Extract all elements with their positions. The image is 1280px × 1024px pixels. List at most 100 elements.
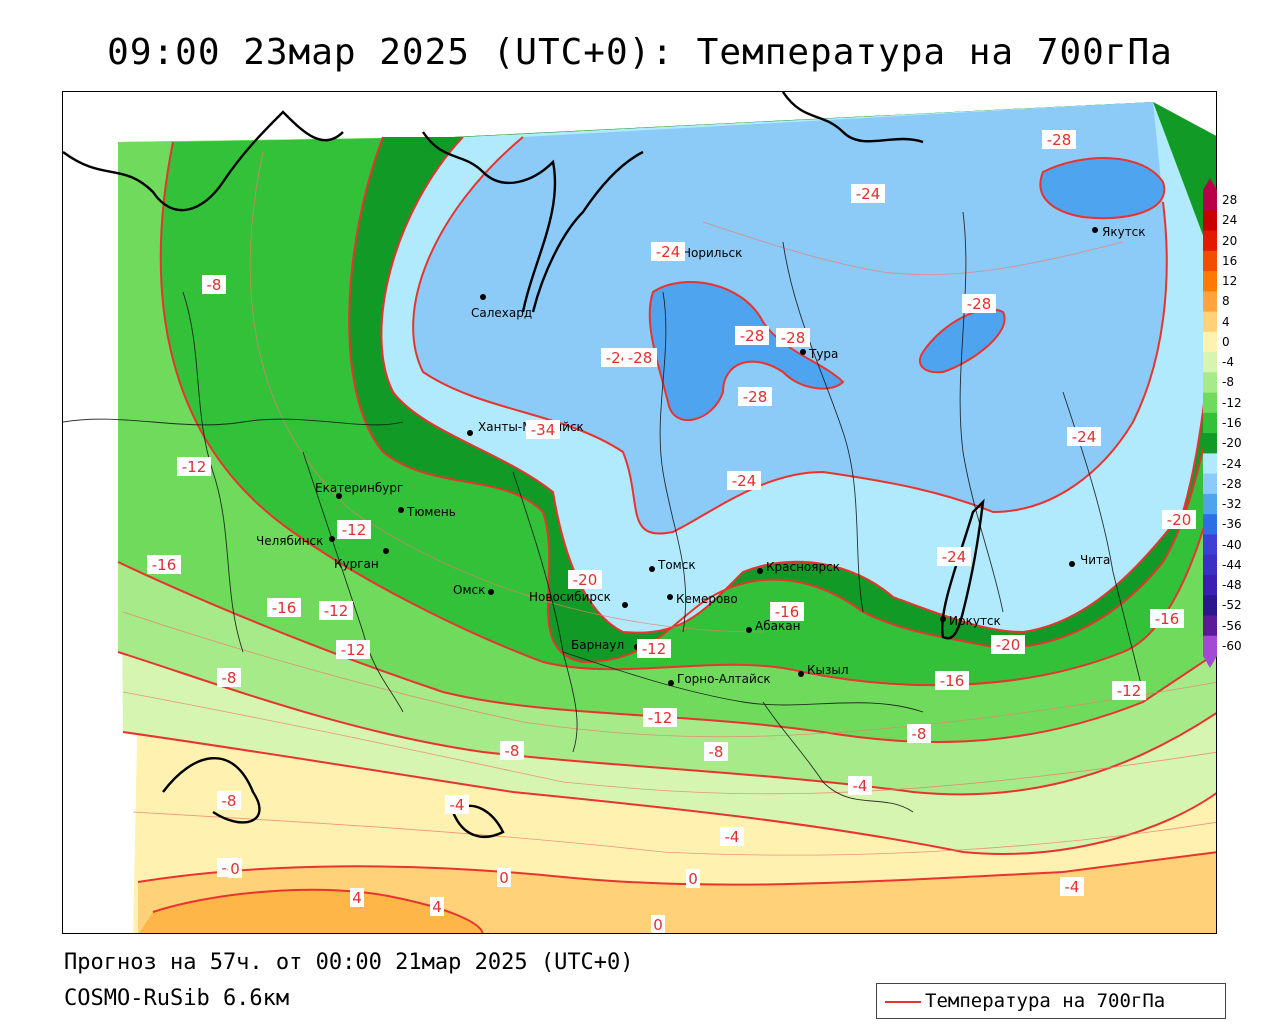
- city-label: Тюмень: [406, 505, 456, 519]
- isotherm-label-bg: [727, 471, 761, 490]
- city-label: Барнаул: [571, 638, 624, 652]
- isotherm-label: -28: [743, 388, 768, 406]
- city-marker: [800, 349, 806, 355]
- colorbar-tick-label: -40: [1222, 537, 1242, 552]
- model-caption: COSMO-RuSib 6.6км: [64, 986, 290, 1011]
- colorbar-segment: [1203, 392, 1217, 414]
- isotherm-label-bg: [500, 741, 524, 760]
- colorbar-tick-label: -44: [1222, 557, 1242, 572]
- city-label: Иркутск: [949, 614, 1001, 628]
- colorbar-tick-label: -52: [1222, 598, 1242, 613]
- isotherm-label: -20: [573, 571, 598, 589]
- colorbar-tick-label: 12: [1222, 274, 1238, 289]
- isotherm-label: -4: [450, 796, 465, 814]
- forecast-caption: Прогноз на 57ч. от 00:00 21мар 2025 (UTC…: [64, 950, 634, 975]
- colorbar-segment: [1203, 331, 1217, 353]
- isotherm-label: -16: [152, 556, 177, 574]
- city-marker: [398, 507, 404, 513]
- city-marker: [488, 589, 494, 595]
- colorbar-segment: [1203, 291, 1217, 313]
- city-label: Екатеринбург: [315, 481, 403, 495]
- isotherm-label: -16: [272, 599, 297, 617]
- isotherm-label: -8: [222, 792, 237, 810]
- isotherm-label: -12: [324, 602, 349, 620]
- isotherm-label: 4: [432, 898, 442, 916]
- colorbar-segment: [1203, 250, 1217, 272]
- colorbar-tick-label: 16: [1222, 253, 1238, 268]
- isotherm-label-bg: [337, 520, 371, 539]
- isotherm-label-bg: [623, 348, 657, 367]
- isotherm-label-bg: [770, 602, 804, 621]
- band-4-plus: [139, 889, 483, 933]
- city-marker: [667, 594, 673, 600]
- colorbar-tick-label: -20: [1222, 436, 1242, 451]
- isotherm-label: -28: [628, 349, 653, 367]
- cold-pocket-yakutsk: [1039, 157, 1166, 220]
- isotherm-label-bg: [848, 776, 872, 795]
- city-label: Салехард: [471, 306, 532, 320]
- isotherm-label-bg: [637, 639, 671, 658]
- isotherm-label-bg: [935, 671, 969, 690]
- city-marker: [480, 294, 486, 300]
- isotherm-label-bg: [445, 795, 469, 814]
- isotherm-label-bg: [267, 598, 301, 617]
- isotherm-label: -20: [996, 636, 1021, 654]
- isotherm-label: -8: [912, 725, 927, 743]
- cold-pocket-tura: [648, 281, 845, 421]
- city-label: Томск: [657, 558, 696, 572]
- city-label: Кемерово: [676, 592, 738, 606]
- isotherm-label-bg: [1042, 130, 1076, 149]
- isotherm-label-bg: [720, 827, 744, 846]
- city-marker: [798, 671, 804, 677]
- isotherm-label: 4: [352, 889, 362, 907]
- colorbar-segment: [1203, 230, 1217, 252]
- isotherm-label: -24: [1072, 428, 1097, 446]
- isotherm-label: -12: [1117, 682, 1142, 700]
- city-label: Новосибирск: [529, 590, 611, 604]
- colorbar-segment: [1203, 453, 1217, 475]
- isotherm-label-bg: [526, 420, 560, 439]
- city-marker: [383, 548, 389, 554]
- colorbar-tick-label: -8: [1222, 375, 1234, 390]
- city-marker: [329, 536, 335, 542]
- isotherm-label: -4: [725, 828, 740, 846]
- city-marker: [757, 568, 763, 574]
- isotherm-label-bg: [937, 547, 971, 566]
- isotherm-label-bg: [497, 868, 511, 887]
- colorbar-segment: [1203, 433, 1217, 454]
- isotherm-label-bg: [1162, 510, 1196, 529]
- isotherm-label: -8: [207, 276, 222, 294]
- colorbar-tick-label: -48: [1222, 578, 1242, 593]
- isotherm-label-bg: [1060, 877, 1084, 896]
- colorbar-segment: [1203, 635, 1217, 657]
- isotherm-label: -16: [775, 603, 800, 621]
- isotherm-label-bg: [776, 328, 810, 347]
- isotherm-label: -12: [642, 640, 667, 658]
- isotherm-label: -4: [1065, 878, 1080, 896]
- colorbar: [1203, 178, 1217, 668]
- isotherm-label-bg: [568, 570, 602, 589]
- isotherm-label-bg: [704, 742, 728, 761]
- isotherm-label-bg: [336, 640, 370, 659]
- isotherm-label: -16: [1155, 610, 1180, 628]
- colorbar-segment: [1203, 372, 1217, 394]
- city-label: Якутск: [1102, 225, 1146, 239]
- isotherm-label-bg: [1150, 609, 1184, 628]
- colorbar-tick-label: -12: [1222, 395, 1242, 410]
- city-marker: [467, 430, 473, 436]
- colorbar-segment: [1203, 534, 1217, 556]
- temperature-map: НорильскЯкутскСалехардТураХанты-Мансийск…: [62, 91, 1217, 934]
- city-marker: [746, 627, 752, 633]
- isotherm-label-bg: [217, 668, 241, 687]
- colorbar-segment: [1203, 271, 1217, 292]
- legend: Температура на 700гПа: [876, 983, 1226, 1019]
- isotherm-label-bg: [430, 897, 444, 916]
- isotherm-label-bg: [147, 555, 181, 574]
- isotherm-label: -34: [531, 421, 556, 439]
- legend-line-swatch: [885, 1001, 921, 1003]
- isotherm-label: -8: [222, 669, 237, 687]
- city-label: Курган: [334, 557, 379, 571]
- colorbar-tick-label: 4: [1222, 314, 1230, 329]
- colorbar-segment: [1203, 210, 1217, 232]
- colorbar-segment: [1203, 473, 1217, 495]
